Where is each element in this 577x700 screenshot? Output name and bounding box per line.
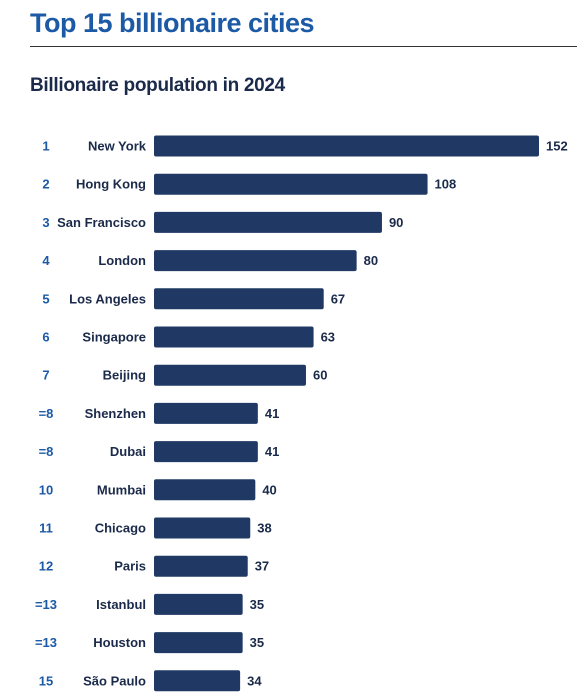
bar <box>154 211 382 233</box>
bar <box>154 288 324 310</box>
chart-row: 15 São Paulo 34 <box>39 670 262 692</box>
chart-row: 3 San Francisco 90 <box>42 211 403 233</box>
rank-label: 15 <box>39 673 53 688</box>
category-label: Paris <box>114 559 146 574</box>
chart-row: =13 Istanbul 35 <box>35 593 264 615</box>
chart-row: 6 Singapore 63 <box>42 326 335 348</box>
value-label: 40 <box>262 482 276 497</box>
bar <box>154 441 258 463</box>
category-label: Istanbul <box>96 597 146 612</box>
rank-label: 6 <box>42 330 49 345</box>
category-label: San Francisco <box>57 215 146 230</box>
category-label: São Paulo <box>83 673 146 688</box>
value-label: 35 <box>250 597 264 612</box>
value-label: 34 <box>247 673 262 688</box>
bar <box>154 632 243 654</box>
category-label: Mumbai <box>97 482 146 497</box>
value-label: 41 <box>265 406 279 421</box>
rank-label: 4 <box>42 253 50 268</box>
rank-label: =13 <box>35 597 57 612</box>
rank-label: 11 <box>39 521 53 536</box>
category-label: Los Angeles <box>69 291 146 306</box>
rank-label: 1 <box>42 139 49 154</box>
chart-row: 11 Chicago 38 <box>39 517 272 539</box>
category-label: Houston <box>93 635 146 650</box>
bar <box>154 517 251 539</box>
category-label: Singapore <box>82 330 146 345</box>
chart-row: 2 Hong Kong 108 <box>42 173 457 195</box>
bar <box>154 173 428 195</box>
bar <box>154 364 306 386</box>
chart-row: =8 Dubai 41 <box>39 441 279 463</box>
rank-label: 5 <box>42 291 49 306</box>
value-label: 90 <box>389 215 403 230</box>
value-label: 35 <box>250 635 264 650</box>
rank-label: 3 <box>42 215 49 230</box>
chart-title: Billionaire population in 2024 <box>30 75 285 96</box>
chart-row: =13 Houston 35 <box>35 632 264 654</box>
rank-label: 2 <box>42 177 49 192</box>
chart-row: =8 Shenzhen 41 <box>39 402 279 424</box>
value-label: 38 <box>257 521 271 536</box>
rank-label: =8 <box>39 444 54 459</box>
bar <box>154 326 314 348</box>
chart-row: 4 London 80 <box>42 250 378 272</box>
value-label: 41 <box>265 444 279 459</box>
rank-label: =13 <box>35 635 57 650</box>
chart-row: 5 Los Angeles 67 <box>42 288 345 310</box>
chart-row: 1 New York 152 <box>42 135 568 157</box>
category-label: New York <box>88 139 147 154</box>
category-label: Dubai <box>110 444 146 459</box>
bar <box>154 250 357 272</box>
value-label: 80 <box>364 253 378 268</box>
bar <box>154 555 248 577</box>
chart-row: 7 Beijing 60 <box>42 364 327 386</box>
category-label: Hong Kong <box>76 177 146 192</box>
bar <box>154 479 256 501</box>
chart-row: 12 Paris 37 <box>39 555 269 577</box>
category-label: Shenzhen <box>85 406 146 421</box>
bar <box>154 670 241 692</box>
value-label: 108 <box>435 177 457 192</box>
value-label: 37 <box>255 559 269 574</box>
value-label: 63 <box>321 330 335 345</box>
value-label: 152 <box>546 139 568 154</box>
rank-label: 12 <box>39 559 53 574</box>
value-label: 67 <box>331 291 345 306</box>
category-label: London <box>98 253 146 268</box>
rank-label: 10 <box>39 482 53 497</box>
title-divider <box>30 46 577 47</box>
category-label: Chicago <box>95 521 146 536</box>
bar <box>154 135 539 157</box>
rank-label: =8 <box>39 406 54 421</box>
page-title: Top 15 billionaire cities <box>30 8 315 38</box>
value-label: 60 <box>313 368 327 383</box>
rank-label: 7 <box>42 368 49 383</box>
chart-row: 10 Mumbai 40 <box>39 479 277 501</box>
category-label: Beijing <box>103 368 146 383</box>
bar <box>154 593 243 615</box>
bar <box>154 402 258 424</box>
